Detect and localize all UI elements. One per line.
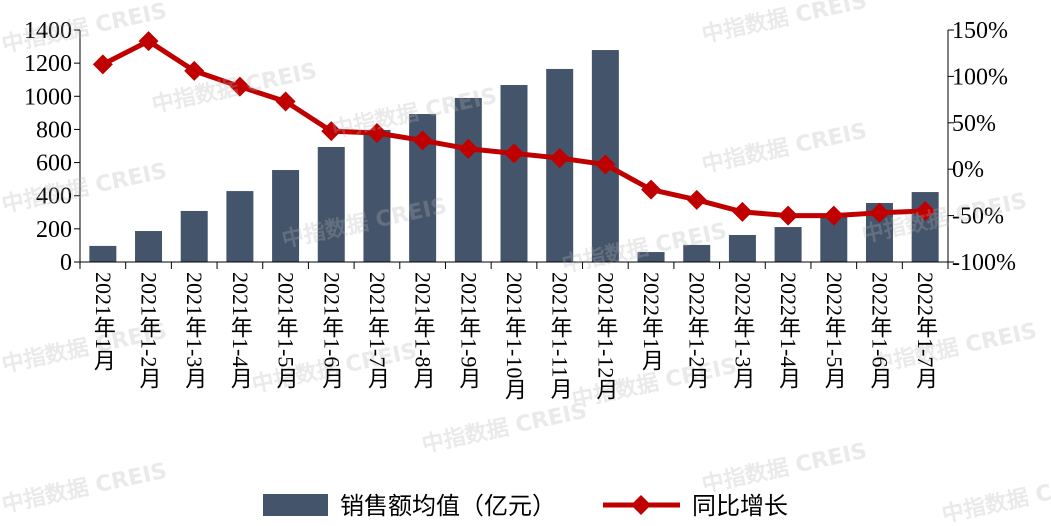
growth-point — [229, 76, 250, 97]
x-tick-label: 2021年1-7月 — [364, 272, 390, 390]
legend-bar-swatch — [263, 494, 328, 516]
x-tick-label: 2022年1-5月 — [821, 272, 847, 390]
bar — [637, 252, 665, 262]
x-tick-label: 2022年1-2月 — [684, 272, 710, 390]
bar — [774, 227, 802, 262]
right-tick-label: 100% — [952, 64, 1008, 90]
growth-point — [549, 148, 570, 169]
bar — [226, 191, 254, 262]
bar — [500, 85, 528, 262]
x-tick-label: 2021年1-2月 — [136, 272, 162, 390]
left-tick-label: 200 — [36, 217, 72, 243]
growth-point — [869, 202, 890, 223]
left-tick-label: 1400 — [24, 18, 72, 44]
growth-point — [732, 201, 753, 222]
x-tick-label: 2022年1-6月 — [867, 272, 893, 390]
bar — [363, 129, 391, 262]
left-tick-label: 600 — [36, 151, 72, 177]
x-tick-label: 2022年1月 — [639, 272, 665, 371]
x-tick-label: 2021年1-6月 — [319, 272, 345, 390]
x-tick-label: 2021年1-10月 — [502, 272, 527, 401]
growth-point — [458, 138, 479, 159]
x-tick-label: 2021年1-8月 — [410, 272, 436, 390]
growth-point — [915, 200, 936, 221]
left-tick-label: 0 — [60, 250, 72, 276]
growth-point — [778, 205, 799, 226]
x-tick-label: 2021年1-4月 — [227, 272, 253, 390]
legend-line-marker — [631, 495, 651, 515]
bar — [180, 210, 208, 262]
right-tick-label: 150% — [952, 18, 1008, 44]
right-tick-label: 50% — [952, 111, 996, 137]
growth-point — [366, 123, 387, 144]
right-tick-label: -100% — [952, 250, 1016, 276]
growth-point — [686, 189, 707, 210]
bar — [272, 170, 300, 262]
growth-point — [184, 60, 205, 81]
right-tick-label: 0% — [952, 157, 984, 183]
bar — [317, 146, 345, 262]
growth-point — [504, 143, 524, 164]
growth-point — [275, 91, 296, 112]
growth-point — [823, 205, 844, 226]
x-tick-label: 2022年1-3月 — [730, 272, 756, 390]
growth-point — [92, 54, 113, 75]
bar — [728, 234, 756, 262]
growth-point — [138, 31, 159, 52]
left-tick-label: 400 — [36, 184, 72, 210]
left-tick-label: 1200 — [24, 51, 72, 77]
x-tick-label: 2021年1-5月 — [273, 272, 299, 390]
x-tick-label: 2021年1-3月 — [182, 272, 208, 390]
x-tick-label: 2022年1-7月 — [913, 272, 939, 390]
x-tick-label: 2021年1-9月 — [456, 272, 482, 390]
bar — [454, 97, 482, 262]
growth-point — [641, 179, 662, 200]
right-tick-label: -50% — [952, 204, 1004, 230]
x-tick-label: 2022年1-4月 — [776, 272, 802, 390]
x-tick-label: 2021年1-11月 — [547, 272, 573, 400]
left-tick-label: 800 — [36, 117, 72, 143]
left-tick-label: 1000 — [24, 84, 72, 110]
growth-point — [595, 154, 616, 175]
bar — [135, 231, 163, 262]
legend-line-label: 同比增长 — [692, 493, 788, 520]
bar — [89, 245, 117, 262]
growth-point — [412, 130, 433, 151]
legend-bar-label: 销售额均值（亿元） — [340, 493, 556, 520]
x-tick-label: 2021年1月 — [90, 272, 116, 371]
growth-point — [321, 121, 342, 142]
bar — [683, 244, 711, 262]
x-tick-label: 2021年1-12月 — [593, 272, 619, 401]
